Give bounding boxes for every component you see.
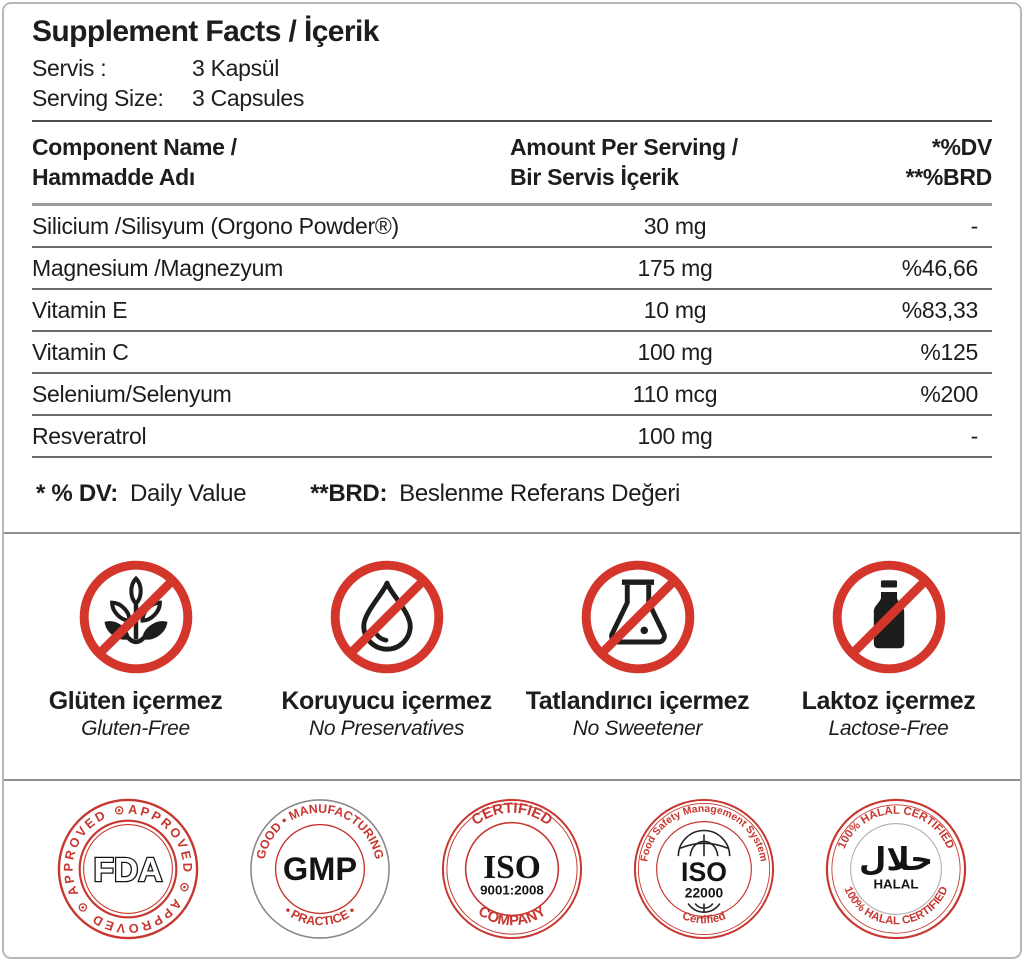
prohibition-icon <box>832 560 945 674</box>
svg-text:COMPANY: COMPANY <box>475 903 549 929</box>
badge-subtitle: Lactose-Free <box>828 717 949 740</box>
iso9001-sub-text: 9001:2008 <box>480 883 544 898</box>
flask-icon <box>581 560 694 674</box>
table-row: Magnesium /Magnezyum 175 mg %46,66 <box>32 248 992 290</box>
cell-amount: 30 mg <box>643 212 707 239</box>
halal-badge: 100% HALAL CERTIFIED 100% HALAL CERTIFIE… <box>825 798 967 940</box>
halal-arabic-text: حلال <box>859 841 933 877</box>
footnote-dv-label: * % DV: <box>36 480 118 507</box>
serving-value-tr: 3 Kapsül <box>192 55 280 81</box>
cell-dv: %83,33 <box>901 296 979 323</box>
serving-row: Servis : 3 Kapsül <box>32 53 992 83</box>
table-row: Vitamin C 100 mg %125 <box>32 332 992 374</box>
serving-label-tr: Servis : <box>32 55 107 81</box>
cell-component: Vitamin E <box>32 296 128 323</box>
cell-amount: 10 mg <box>643 296 707 323</box>
badge-title: Laktoz içermez <box>801 687 976 715</box>
cell-amount: 175 mg <box>637 254 713 281</box>
footnote-dv-value: Daily Value <box>129 480 247 507</box>
cell-amount: 100 mg <box>637 338 713 365</box>
iso9001-top-text: CERTIFIED <box>469 801 555 829</box>
footnote-brd-label: **BRD: <box>310 480 388 507</box>
badge-subtitle: No Preservatives <box>308 717 465 740</box>
iso9001-bottom-text: COMPANY <box>475 903 549 929</box>
prohibition-icon <box>581 560 694 674</box>
header-component: Component Name / Hammadde Adı <box>32 132 510 192</box>
iso9001-center-text: ISO <box>483 849 541 886</box>
iso-22000-badge: Food Safety Management System Certified … <box>633 798 775 940</box>
cell-component: Resveratrol <box>32 422 147 449</box>
halal-sub-text: HALAL <box>873 877 918 892</box>
badge-subtitle: No Sweetener <box>572 717 703 740</box>
header-dv-line1: *%DV <box>931 134 992 160</box>
cell-dv: %200 <box>920 380 978 407</box>
table-header: Component Name / Hammadde Adı Amount Per… <box>32 122 992 206</box>
cell-amount: 100 mg <box>637 422 713 449</box>
facts-section: Supplement Facts / İçerik Servis : 3 Kap… <box>4 4 1020 532</box>
badge-no-preservatives: Koruyucu içermez No Preservatives <box>261 550 512 779</box>
header-amount-line1: Amount Per Serving / <box>510 134 738 160</box>
fda-approved-badge: APPROVED ⊙ APPROVED ⊙ APPROVED ⊙ FDA <box>57 798 199 940</box>
gmp-bottom-text: • PRACTICE • <box>282 903 358 928</box>
globe-icon <box>677 829 731 913</box>
footnote-brd: **BRD: Beslenme Referans Değeri <box>310 480 680 508</box>
footnote: * % DV: Daily Value **BRD: Beslenme Refe… <box>32 458 992 532</box>
footnote-brd-value: Beslenme Referans Değeri <box>399 480 681 507</box>
table-row: Resveratrol 100 mg - <box>32 416 992 458</box>
cell-dv: - <box>970 422 979 449</box>
iso22000-sub-text: 22000 <box>685 885 724 901</box>
table-row: Vitamin E 10 mg %83,33 <box>32 290 992 332</box>
badge-title: Koruyucu içermez <box>281 687 492 715</box>
badge-subtitle: Gluten-Free <box>81 717 190 740</box>
header-amount: Amount Per Serving / Bir Servis İçerik <box>510 132 840 192</box>
cell-component: Vitamin C <box>32 338 129 365</box>
badge-title: Glüten içermez <box>48 687 223 715</box>
header-amount-line2: Bir Servis İçerik <box>510 164 679 190</box>
gmp-badge: GOOD • MANUFACTURING • PRACTICE • GMP <box>250 799 390 939</box>
serving-row: Serving Size: 3 Capsules <box>32 83 992 113</box>
page-title: Supplement Facts / İçerik <box>32 15 379 48</box>
iso22000-center-text: ISO <box>681 857 727 887</box>
cell-dv: - <box>970 212 979 239</box>
cell-dv: %46,66 <box>901 254 979 281</box>
iso-9001-badge: CERTIFIED COMPANY ISO 9001:2008 <box>441 798 583 940</box>
serving-label-en: Serving Size: <box>32 85 164 111</box>
header-dv: *%DV **%BRD <box>840 132 993 192</box>
cell-dv: %125 <box>920 338 978 365</box>
cell-amount: 110 mcg <box>632 380 718 407</box>
header-component-line2: Hammadde Adı <box>32 164 195 190</box>
svg-text:Certified: Certified <box>681 910 728 926</box>
prohibition-icon <box>79 560 192 674</box>
badge-lactose-free: Laktoz içermez Lactose-Free <box>763 550 1014 779</box>
table-row: Selenium/Selenyum 110 mcg %200 <box>32 374 992 416</box>
cell-component: Selenium/Selenyum <box>32 380 232 407</box>
header-component-line1: Component Name / <box>32 134 237 160</box>
certifications-section: APPROVED ⊙ APPROVED ⊙ APPROVED ⊙ FDA GOO… <box>4 779 1020 957</box>
badge-title: Tatlandırıcı içermez <box>525 687 750 715</box>
serving-info: Servis : 3 Kapsül Serving Size: 3 Capsul… <box>32 53 992 113</box>
free-badges-section: Glüten içermez Gluten-Free Koruyucu içer… <box>4 532 1020 779</box>
divider <box>32 120 992 122</box>
iso22000-bottom-text: Certified <box>681 910 728 926</box>
prohibition-icon <box>330 560 443 674</box>
fda-center-text: FDA <box>94 852 163 889</box>
cell-component: Silicium /Silisyum (Orgono Powder®) <box>32 212 399 239</box>
bottle-icon <box>832 560 945 674</box>
svg-text:CERTIFIED: CERTIFIED <box>469 801 555 829</box>
badge-gluten-free: Glüten içermez Gluten-Free <box>10 550 261 779</box>
cell-component: Magnesium /Magnezyum <box>32 254 283 281</box>
wheat-icon <box>79 560 192 674</box>
header-dv-line2: **%BRD <box>905 164 993 190</box>
serving-value-en: 3 Capsules <box>192 85 305 111</box>
table-row: Silicium /Silisyum (Orgono Powder®) 30 m… <box>32 206 992 248</box>
gmp-center-text: GMP <box>283 851 357 887</box>
footnote-dv: * % DV: Daily Value <box>36 480 247 508</box>
svg-text:• PRACTICE •: • PRACTICE • <box>282 903 358 928</box>
badge-no-sweetener: Tatlandırıcı içermez No Sweetener <box>512 550 763 779</box>
drop-icon <box>330 560 443 674</box>
